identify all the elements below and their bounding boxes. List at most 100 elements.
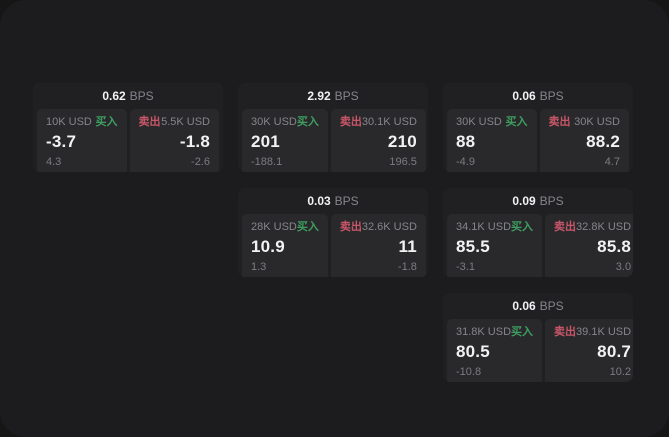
buy-tile[interactable]: 34.1K USD 买入 85.5 -3.1 (447, 214, 543, 277)
bps-unit: BPS (334, 89, 359, 103)
sell-delta: 10.2 (609, 366, 632, 378)
buy-delta: -188.1 (251, 156, 283, 168)
buy-amount: 34.1K USD (456, 221, 512, 233)
buy-label: 买入 (296, 116, 319, 128)
buy-label: 买入 (296, 221, 319, 233)
sell-label: 卖出 (138, 116, 161, 128)
buy-delta: 4.3 (46, 156, 62, 168)
bps-unit: BPS (539, 299, 564, 313)
buy-tile-top: 30K USD 买入 (251, 116, 319, 129)
card-header: 0.06 BPS (443, 293, 633, 319)
sell-tile[interactable]: 卖出 5.5K USD -1.8 -2.6 (129, 109, 219, 172)
sell-tile-top: 卖出 32.6K USD (340, 221, 417, 234)
buy-amount: 28K USD (251, 221, 297, 233)
sell-tile[interactable]: 卖出 30K USD 88.2 4.7 (539, 109, 629, 172)
sell-delta: -2.6 (191, 156, 210, 168)
buy-price: 85.5 (456, 237, 490, 256)
buy-price: 201 (251, 132, 280, 151)
quote-card: 0.09 BPS 34.1K USD 买入 85.5 -3.1 卖出 32.8K… (443, 188, 633, 277)
sell-price: 88.2 (586, 132, 620, 151)
sell-amount: 39.1K USD (576, 326, 632, 338)
buy-tile-top: 28K USD 买入 (251, 221, 319, 234)
sell-tile-top: 卖出 32.8K USD (554, 221, 631, 234)
buy-amount: 31.8K USD (456, 326, 512, 338)
sell-tile[interactable]: 卖出 39.1K USD 80.7 10.2 (545, 319, 633, 382)
sell-tile[interactable]: 卖出 30.1K USD 210 196.5 (330, 109, 426, 172)
bps-value: 0.06 (512, 89, 536, 103)
buy-price: 80.5 (456, 342, 490, 361)
sell-amount: 32.6K USD (361, 221, 417, 233)
bps-unit: BPS (539, 89, 564, 103)
sell-amount: 30K USD (574, 116, 620, 128)
buy-amount: 30K USD (251, 116, 297, 128)
buy-price: -3.7 (46, 132, 77, 151)
buy-tile-top: 34.1K USD 买入 (456, 221, 533, 234)
sell-tile-top: 卖出 30.1K USD (340, 116, 417, 129)
buy-price: 88 (456, 132, 476, 151)
sell-price: 210 (387, 132, 417, 151)
bps-unit: BPS (334, 194, 359, 208)
buy-tile[interactable]: 30K USD 买入 201 -188.1 (242, 109, 328, 172)
bps-unit: BPS (539, 194, 564, 208)
sell-price: 80.7 (597, 342, 632, 361)
sell-label: 卖出 (339, 116, 362, 128)
quote-card: 0.06 BPS 30K USD 买入 88 -4.9 卖出 30K USD (443, 83, 633, 172)
card-body: 34.1K USD 买入 85.5 -3.1 卖出 32.8K USD 85.8… (443, 214, 633, 277)
sell-delta: 3.0 (615, 261, 632, 273)
bps-value: 0.09 (512, 194, 536, 208)
sell-tile[interactable]: 卖出 32.8K USD 85.8 3.0 (545, 214, 633, 277)
card-header: 0.09 BPS (443, 188, 633, 214)
sell-tile-top: 卖出 5.5K USD (139, 116, 211, 129)
bps-unit: BPS (129, 89, 154, 103)
card-body: 10K USD 买入 -3.7 4.3 卖出 5.5K USD -1.8 -2.… (33, 109, 223, 172)
bps-value: 0.03 (307, 194, 331, 208)
buy-delta: -4.9 (456, 156, 475, 168)
sell-delta: 196.5 (389, 156, 417, 168)
sell-tile-top: 卖出 39.1K USD (554, 326, 631, 339)
card-body: 28K USD 买入 10.9 1.3 卖出 32.6K USD 11 -1.8 (238, 214, 428, 277)
sell-label: 卖出 (548, 116, 571, 128)
sell-delta: -1.8 (397, 261, 417, 273)
quote-card: 2.92 BPS 30K USD 买入 201 -188.1 卖出 30.1K … (238, 83, 428, 172)
quote-card: 0.03 BPS 28K USD 买入 10.9 1.3 卖出 32.6K US… (238, 188, 428, 277)
buy-label: 买入 (505, 116, 528, 128)
buy-price: 10.9 (251, 237, 285, 256)
buy-tile[interactable]: 31.8K USD 买入 80.5 -10.8 (447, 319, 543, 382)
card-header: 0.03 BPS (238, 188, 428, 214)
bps-value: 0.62 (102, 89, 126, 103)
sell-price: -1.8 (179, 132, 210, 151)
card-body: 30K USD 买入 201 -188.1 卖出 30.1K USD 210 1… (238, 109, 428, 172)
sell-label: 卖出 (554, 326, 577, 338)
buy-tile[interactable]: 30K USD 买入 88 -4.9 (447, 109, 537, 172)
quote-card: 0.62 BPS 10K USD 买入 -3.7 4.3 卖出 5.5K USD (33, 83, 223, 172)
buy-label: 买入 (511, 221, 534, 233)
buy-delta: -3.1 (456, 261, 475, 273)
buy-tile[interactable]: 28K USD 买入 10.9 1.3 (242, 214, 328, 277)
buy-tile-top: 31.8K USD 买入 (456, 326, 533, 339)
buy-label: 买入 (95, 116, 118, 128)
buy-delta: -10.8 (456, 366, 482, 378)
buy-delta: 1.3 (251, 261, 267, 273)
card-header: 2.92 BPS (238, 83, 428, 109)
buy-tile-top: 10K USD 买入 (46, 116, 118, 129)
sell-price: 85.8 (597, 237, 632, 256)
sell-amount: 30.1K USD (361, 116, 417, 128)
card-header: 0.62 BPS (33, 83, 223, 109)
quote-card: 0.06 BPS 31.8K USD 买入 80.5 -10.8 卖出 39.1… (443, 293, 633, 382)
buy-amount: 10K USD (46, 116, 92, 128)
bps-value: 2.92 (307, 89, 331, 103)
buy-label: 买入 (511, 326, 534, 338)
sell-label: 卖出 (554, 221, 577, 233)
sell-price: 11 (398, 237, 417, 256)
sell-delta: 4.7 (604, 156, 620, 168)
quotes-grid: 0.62 BPS 10K USD 买入 -3.7 4.3 卖出 5.5K USD (33, 83, 633, 382)
buy-tile-top: 30K USD 买入 (456, 116, 528, 129)
sell-amount: 32.8K USD (576, 221, 632, 233)
card-header: 0.06 BPS (443, 83, 633, 109)
bps-value: 0.06 (512, 299, 536, 313)
sell-tile[interactable]: 卖出 32.6K USD 11 -1.8 (330, 214, 426, 277)
buy-amount: 30K USD (456, 116, 502, 128)
card-body: 30K USD 买入 88 -4.9 卖出 30K USD 88.2 4.7 (443, 109, 633, 172)
buy-tile[interactable]: 10K USD 买入 -3.7 4.3 (37, 109, 127, 172)
